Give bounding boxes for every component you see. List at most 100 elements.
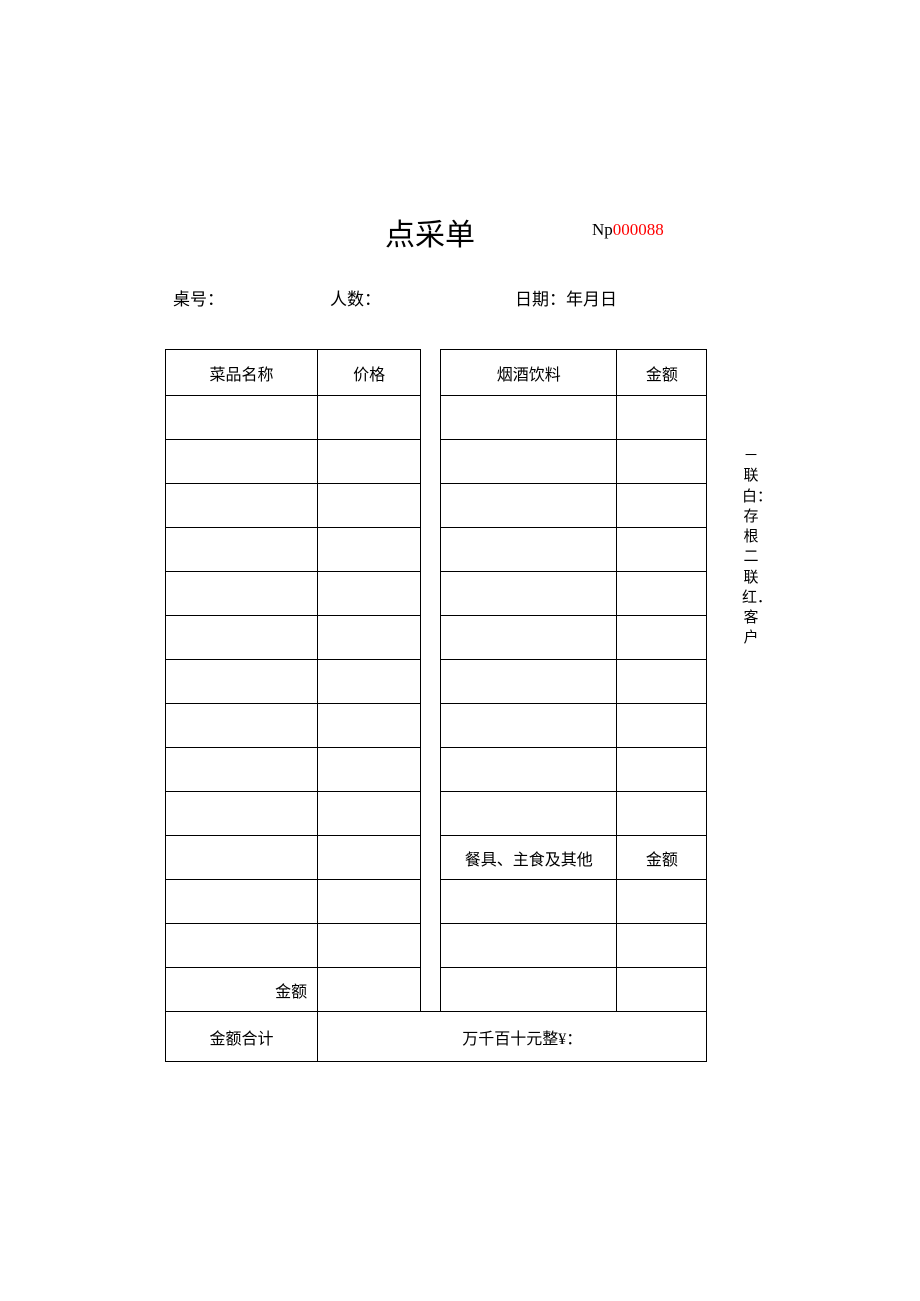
- subtotal-label: 金额: [166, 968, 318, 1012]
- header-dish-name: 菜品名称: [166, 350, 318, 396]
- dish-cell: [166, 396, 318, 440]
- spacer-cell: [421, 968, 441, 1012]
- amount-cell: [617, 660, 707, 704]
- spacer-right: [707, 880, 735, 924]
- table-row: [166, 880, 736, 924]
- amount-cell: [617, 924, 707, 968]
- serial-number: Np000088: [592, 220, 664, 240]
- spacer-cell: [421, 440, 441, 484]
- price-cell: [318, 528, 421, 572]
- drink-cell: [441, 748, 617, 792]
- spacer-cell: [421, 528, 441, 572]
- drink-cell: [441, 660, 617, 704]
- price-cell: [318, 396, 421, 440]
- table-row: [166, 748, 736, 792]
- spacer-cell: [421, 748, 441, 792]
- header-price: 价格: [318, 350, 421, 396]
- dish-cell: [166, 792, 318, 836]
- tableware-cell: [441, 880, 617, 924]
- table-row: [166, 572, 736, 616]
- price-cell: [318, 792, 421, 836]
- grand-total-label: 金额合计: [166, 1012, 318, 1062]
- dish-cell: [166, 572, 318, 616]
- spacer-cell: [421, 396, 441, 440]
- spacer-cell: [421, 572, 441, 616]
- price-cell: [318, 660, 421, 704]
- spacer-cell: [421, 660, 441, 704]
- grand-total-text: 万千百十元整¥：: [318, 1012, 707, 1062]
- title-row: 点采单 Np000088: [165, 210, 760, 260]
- form-title: 点采单: [385, 210, 475, 254]
- spacer-right: [707, 440, 735, 484]
- header-drinks: 烟酒饮料: [441, 350, 617, 396]
- amount-cell: [617, 484, 707, 528]
- amount-cell: [617, 440, 707, 484]
- table-row: [166, 660, 736, 704]
- dish-cell: [166, 660, 318, 704]
- dish-cell: [166, 836, 318, 880]
- table-row: [166, 528, 736, 572]
- spacer-right: [707, 616, 735, 660]
- spacer-cell: [421, 924, 441, 968]
- order-table: 菜品名称 价格 烟酒饮料 金额: [165, 349, 735, 1062]
- spacer-right: [707, 396, 735, 440]
- table-row: [166, 396, 736, 440]
- price-cell: [318, 484, 421, 528]
- table-row: [166, 440, 736, 484]
- copy-note: －联白：存根二联红．客户: [742, 446, 760, 649]
- price-cell: [318, 880, 421, 924]
- amount-cell: [617, 968, 707, 1012]
- drink-cell: [441, 440, 617, 484]
- spacer-cell: [421, 880, 441, 924]
- amount-cell: [617, 528, 707, 572]
- drink-cell: [441, 792, 617, 836]
- spacer-cell: [421, 704, 441, 748]
- spacer-right: [707, 924, 735, 968]
- spacer-right: [707, 660, 735, 704]
- amount-cell: [617, 572, 707, 616]
- spacer-right: [707, 528, 735, 572]
- table-header-row: 菜品名称 价格 烟酒饮料 金额: [166, 350, 736, 396]
- drink-cell: [441, 572, 617, 616]
- price-cell: [318, 924, 421, 968]
- drink-cell: [441, 484, 617, 528]
- dish-cell: [166, 440, 318, 484]
- table-row: [166, 924, 736, 968]
- tableware-cell: [441, 968, 617, 1012]
- spacer-cell: [421, 616, 441, 660]
- grand-total-row: 金额合计 万千百十元整¥：: [166, 1012, 736, 1062]
- header-tableware: 餐具、主食及其他: [441, 836, 617, 880]
- tableware-cell: [441, 924, 617, 968]
- spacer-right: [707, 968, 735, 1012]
- spacer-cell: [421, 836, 441, 880]
- date-label: 日期：年月日: [515, 285, 617, 310]
- price-cell: [318, 616, 421, 660]
- header-amount2: 金额: [617, 836, 707, 880]
- table-row: [166, 792, 736, 836]
- spacer-right: [707, 484, 735, 528]
- header-amount: 金额: [617, 350, 707, 396]
- dish-cell: [166, 484, 318, 528]
- spacer-cell: [421, 350, 441, 396]
- serial-prefix: Np: [592, 220, 613, 239]
- dish-cell: [166, 880, 318, 924]
- spacer-right: [707, 836, 735, 880]
- order-form: 点采单 Np000088 桌号： 人数： 日期：年月日 菜品名称 价格 烟酒饮料…: [165, 210, 760, 1062]
- info-row: 桌号： 人数： 日期：年月日: [165, 285, 760, 307]
- dish-cell: [166, 748, 318, 792]
- amount-cell: [617, 396, 707, 440]
- amount-cell: [617, 748, 707, 792]
- spacer-right: [707, 792, 735, 836]
- dish-cell: [166, 924, 318, 968]
- table-row: [166, 704, 736, 748]
- drink-cell: [441, 396, 617, 440]
- table-number-label: 桌号：: [173, 285, 224, 310]
- price-cell: [318, 748, 421, 792]
- spacer-right: [707, 1012, 735, 1062]
- dish-cell: [166, 704, 318, 748]
- dish-cell: [166, 528, 318, 572]
- amount-cell: [617, 704, 707, 748]
- spacer-cell: [421, 484, 441, 528]
- amount-cell: [617, 616, 707, 660]
- drink-cell: [441, 528, 617, 572]
